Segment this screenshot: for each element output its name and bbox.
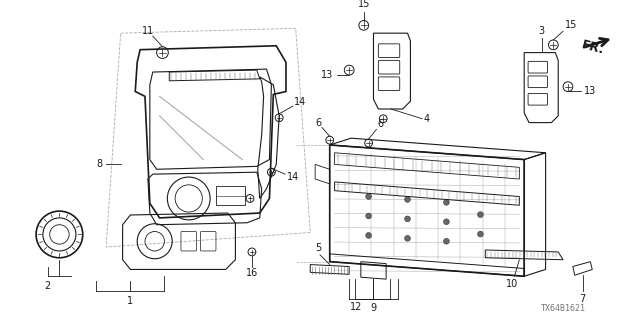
Circle shape [477,212,483,218]
Text: 2: 2 [45,281,51,291]
Text: 1: 1 [127,296,134,306]
Circle shape [404,196,410,202]
Text: 13: 13 [321,70,333,80]
Circle shape [365,213,372,219]
Circle shape [404,216,410,222]
Text: FR.: FR. [580,38,606,57]
Circle shape [365,194,372,199]
Text: 14: 14 [294,97,307,107]
Text: 12: 12 [350,302,362,312]
Text: 6: 6 [315,118,321,128]
Circle shape [444,219,449,225]
Text: 4: 4 [424,114,430,124]
Text: 11: 11 [142,26,154,36]
Text: 3: 3 [539,26,545,36]
Text: 14: 14 [287,172,299,182]
Text: 16: 16 [246,268,258,278]
Text: 6: 6 [377,119,383,129]
Text: 13: 13 [584,86,596,97]
Circle shape [404,236,410,241]
Text: 8: 8 [96,159,102,169]
Text: TX64B1621: TX64B1621 [541,304,586,313]
Circle shape [477,231,483,237]
Circle shape [444,199,449,205]
Text: 5: 5 [315,243,321,253]
Text: 15: 15 [564,20,577,30]
Circle shape [444,238,449,244]
Text: 10: 10 [506,279,518,289]
Text: 9: 9 [371,303,376,313]
Text: 7: 7 [579,294,586,304]
Text: 15: 15 [358,0,370,9]
Circle shape [365,233,372,238]
